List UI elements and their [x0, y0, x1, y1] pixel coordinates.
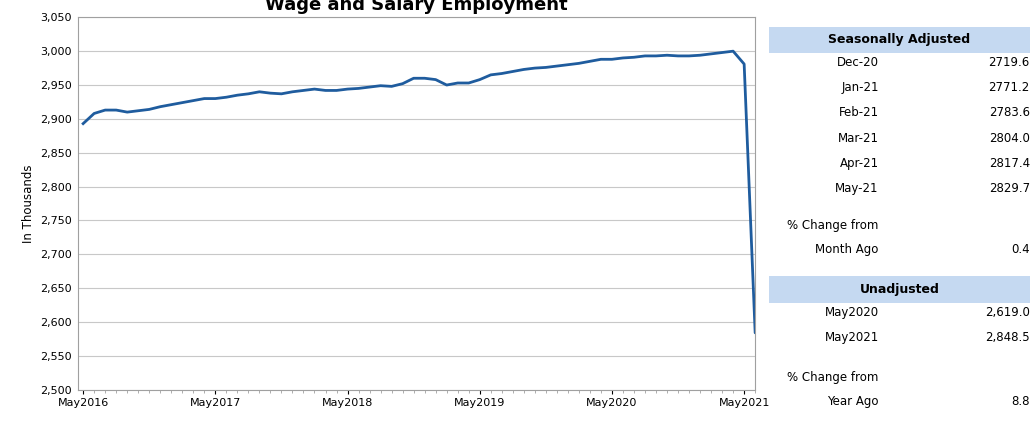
Text: 2829.7: 2829.7 — [988, 182, 1030, 195]
Text: 8.8: 8.8 — [1011, 395, 1030, 408]
Text: Month Ago: Month Ago — [816, 243, 879, 256]
Text: Year Ago: Year Ago — [827, 395, 879, 408]
Text: Dec-20: Dec-20 — [836, 56, 879, 69]
Text: Apr-21: Apr-21 — [839, 157, 879, 170]
Text: May2021: May2021 — [825, 331, 879, 344]
FancyBboxPatch shape — [769, 277, 1030, 303]
Text: Seasonally Adjusted: Seasonally Adjusted — [828, 33, 971, 46]
Text: 2771.2: 2771.2 — [988, 81, 1030, 94]
FancyBboxPatch shape — [769, 27, 1030, 53]
Text: 2,619.0: 2,619.0 — [985, 306, 1030, 319]
Text: Unadjusted: Unadjusted — [860, 283, 940, 296]
Text: 2804.0: 2804.0 — [989, 132, 1030, 145]
Text: Mar-21: Mar-21 — [837, 132, 879, 145]
Text: Feb-21: Feb-21 — [838, 107, 879, 120]
Text: 2719.6: 2719.6 — [988, 56, 1030, 69]
Text: 2817.4: 2817.4 — [988, 157, 1030, 170]
Text: 0.4: 0.4 — [1011, 243, 1030, 256]
Text: 2,848.5: 2,848.5 — [985, 331, 1030, 344]
Text: % Change from: % Change from — [788, 219, 879, 232]
Y-axis label: In Thousands: In Thousands — [22, 164, 35, 243]
Text: May2020: May2020 — [825, 306, 879, 319]
Text: Jan-21: Jan-21 — [841, 81, 879, 94]
Text: 2783.6: 2783.6 — [988, 107, 1030, 120]
Title: Wage and Salary Employment: Wage and Salary Employment — [265, 0, 568, 14]
Text: % Change from: % Change from — [788, 371, 879, 384]
Text: May-21: May-21 — [835, 182, 879, 195]
